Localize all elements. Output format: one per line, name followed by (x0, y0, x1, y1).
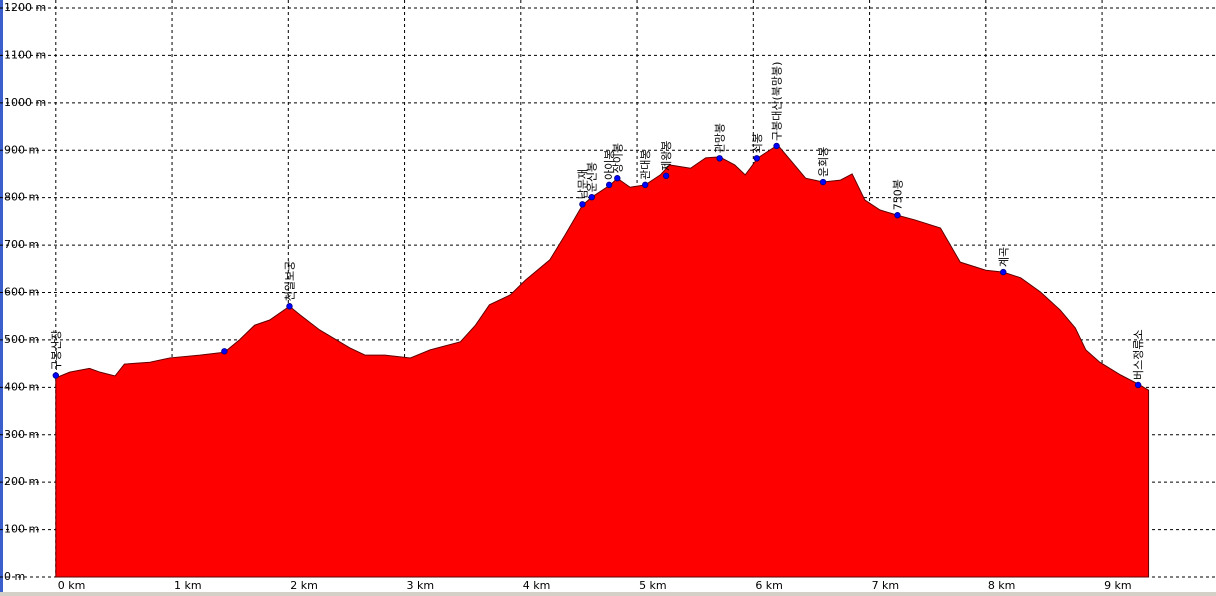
waypoint (605, 181, 613, 189)
y-tick-label: 500 m (4, 333, 39, 346)
x-tick-label: 4 km (523, 579, 551, 592)
x-tick-label: 0 km (58, 579, 86, 592)
y-tick-label: 700 m (4, 238, 39, 251)
waypoint-label: 제왕봉 (660, 140, 673, 170)
waypoint (588, 193, 595, 201)
y-tick-label: 100 m (4, 523, 39, 536)
waypoint-label: 구봉대산(북망봉) (771, 62, 784, 141)
waypoint (642, 181, 649, 189)
x-tick-label: 8 km (988, 579, 1016, 592)
waypoint-label: 관대봉 (639, 149, 652, 179)
waypoint-label: 남문재 (576, 169, 589, 199)
waypoint (286, 303, 293, 310)
waypoint (52, 372, 60, 379)
waypoint-label: 장이봉 (611, 143, 624, 173)
waypoint-label: 관망봉 (714, 123, 727, 153)
waypoint-label: 운회봉 (817, 147, 830, 177)
waypoint (662, 172, 670, 180)
labels: 0 m 100 m 200 m 300 m 400 m 500 m 600 m 700 m 80… (4, 1, 1145, 592)
y-tick-label: 1200 m (4, 1, 46, 14)
y-tick-label: 900 m (4, 143, 39, 156)
bottom-strip (0, 592, 1216, 596)
y-tick-label: 400 m (4, 380, 39, 393)
plot (52, 142, 1150, 578)
waypoint-label: 계곡 (997, 247, 1010, 267)
y-tick-label: 300 m (4, 428, 39, 441)
left-edge (0, 0, 3, 596)
waypoint-label: 쇠봉 (751, 133, 764, 153)
waypoint (819, 178, 827, 186)
y-tick-label: 200 m (4, 475, 39, 488)
waypoint (716, 155, 723, 162)
waypoint-label: 구봉산장 (50, 330, 63, 370)
waypoint (753, 155, 761, 162)
waypoint (1134, 381, 1142, 389)
x-tick-label: 6 km (755, 579, 783, 592)
waypoint-label: 운신봉 (586, 162, 599, 192)
y-tick-label: 1100 m (4, 48, 46, 61)
waypoint-label: 천일보궁 (282, 261, 296, 301)
y-tick-label: 0 m (4, 570, 25, 583)
waypoint (221, 348, 228, 355)
waypoint-label: 버스정류소 (1132, 329, 1145, 380)
waypoint (1000, 268, 1007, 276)
waypoint (579, 201, 586, 208)
x-tick-label: 3 km (407, 579, 435, 592)
waypoint (894, 212, 901, 219)
x-tick-label: 2 km (290, 579, 318, 592)
x-tick-label: 1 km (174, 579, 202, 592)
y-tick-label: 1000 m (4, 96, 46, 109)
y-tick-label: 800 m (4, 191, 39, 204)
x-tick-label: 5 km (639, 579, 667, 592)
waypoint-label: 750봉 (891, 179, 904, 210)
waypoint (614, 175, 621, 182)
x-tick-label: 9 km (1104, 579, 1132, 592)
x-tick-label: 7 km (872, 579, 900, 592)
y-tick-label: 600 m (4, 286, 39, 299)
waypoint (773, 142, 780, 150)
waypoint-label: 아이봉 (603, 149, 616, 179)
elevation-area (55, 144, 1150, 578)
